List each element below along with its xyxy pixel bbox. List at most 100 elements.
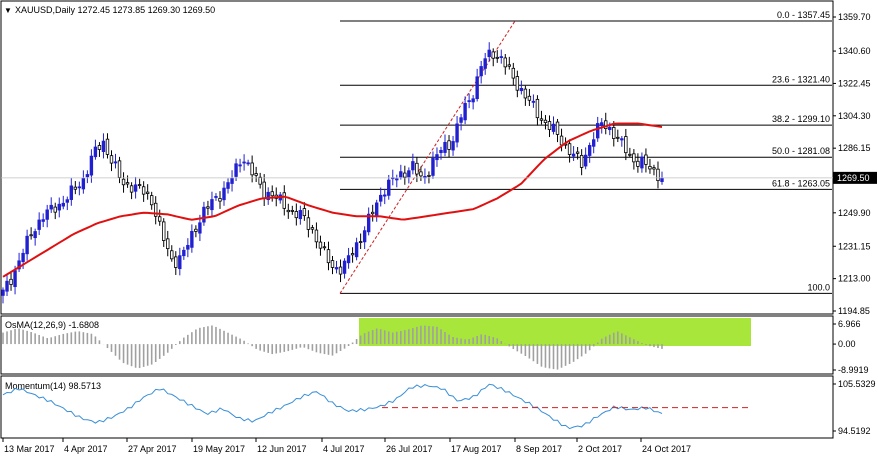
candle-body [109,155,114,164]
price-tick-label: 1194.85 [838,306,870,316]
candle-body [387,179,391,196]
retracement-trend-line [339,20,516,294]
date-label: 17 Aug 2017 [451,444,502,454]
candle-body [447,140,451,150]
candle-body [435,154,439,161]
candle-body [583,154,588,167]
fib-level-label: 61.8 - 1263.05 [772,178,830,188]
candle-body [298,210,303,220]
candle-body [33,231,37,239]
candle-body [45,209,49,220]
candle-body [113,161,118,164]
fibonacci-retracement[interactable]: 0.0 - 1357.45 23.6 - 1321.40 38.2 - 1299.1… [340,10,832,294]
candle-body [451,141,455,151]
candle-body [246,162,250,165]
candle-body [29,234,33,237]
candle-body [547,121,552,130]
candle-body [162,221,166,241]
candle-body [403,172,407,178]
candle-body [507,64,512,67]
date-label: 26 Jul 2017 [386,444,433,454]
candle-body [294,211,299,219]
candle-body [395,178,399,181]
candle-body [342,260,347,274]
candle-body [133,184,138,192]
osma-tick-label: -8.9919 [838,365,869,375]
candle-body [531,100,536,103]
candle-body [194,228,198,232]
candle-body [258,176,262,185]
candle-body [479,66,483,77]
candle-body [89,155,94,176]
candle-body [350,253,355,256]
candle-body [153,202,158,217]
candle-body [318,241,323,249]
current-price-label: 1269.50 [837,173,870,183]
candle-body [648,166,652,170]
date-label: 24 Oct 2017 [642,444,691,454]
candle-body [41,219,45,222]
candle-body [93,146,98,158]
candle-body [182,249,186,257]
candle-body [523,88,528,99]
candle-body [628,153,632,156]
candle-body [129,185,134,193]
candle-body [511,67,516,79]
candle-body [145,191,150,194]
candle-body [471,98,475,103]
date-label: 12 Jun 2017 [257,444,307,454]
main-title: XAUUSD,Daily 1272.45 1273.85 1269.30 126… [15,5,215,15]
candle-body [121,178,126,186]
candle-body [314,229,319,243]
fib-level-label: 0.0 - 1357.45 [777,10,830,20]
price-tick-label: 1304.30 [838,111,871,121]
candle-body [210,199,214,211]
candle-body [330,260,335,268]
fib-level-label: 50.0 - 1281.08 [772,146,830,156]
candle-body [322,246,327,249]
candle-body [222,187,226,201]
candle-body [463,103,467,121]
candle-body [600,122,604,127]
collapse-triangle-icon[interactable]: ▼ [4,6,12,15]
candle-body [407,170,411,178]
candle-body [427,174,431,177]
candle-body [660,177,664,182]
candle-body [286,209,290,213]
main-price-axis: 1359.70 1340.60 1322.45 1304.30 1286.15 1269.… [1,12,877,316]
momentum-line [2,383,663,430]
candle-body [483,58,487,69]
candle-body [326,249,331,264]
date-label: 4 Apr 2017 [64,444,108,454]
trend-line[interactable] [339,20,516,294]
candle-body [21,252,25,262]
candle-body [571,153,576,157]
candle-body [379,194,383,202]
main-plot-frame [0,0,834,315]
candle-body [9,278,13,285]
fib-level-label: 38.2 - 1299.10 [772,114,830,124]
candle-body [411,161,415,171]
candle-body [214,196,218,198]
price-tick-label: 1231.15 [838,241,871,251]
candle-body [282,192,286,209]
candle-body [310,227,315,230]
candle-body [459,117,463,123]
candle-body [334,267,339,270]
date-label: 8 Sep 2017 [516,444,562,454]
candle-body [266,191,270,201]
candle-body [198,222,202,234]
candle-body [218,198,222,202]
candle-body [499,56,503,58]
candle-body [25,235,29,255]
candle-body [69,185,74,200]
candle-body [5,280,9,292]
moving-average-line [2,122,663,278]
candle-body [166,238,170,250]
candle-body [77,186,82,189]
candle-body [125,182,130,185]
candle-body [362,230,367,243]
candle-body [399,171,403,178]
candle-body [178,255,182,270]
